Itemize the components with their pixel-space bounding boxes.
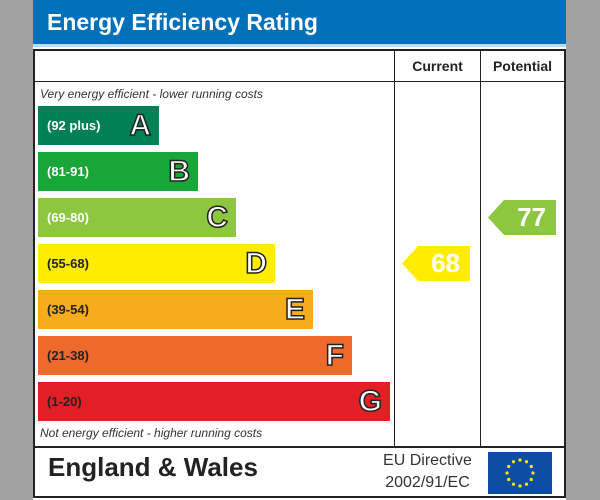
band-range: (21-38) [47, 348, 89, 363]
top-note: Very energy efficient - lower running co… [40, 87, 263, 101]
band-letter: D [245, 246, 268, 281]
eu-star [529, 464, 533, 469]
bottom-note: Not energy efficient - higher running co… [40, 426, 263, 440]
border-left [33, 49, 35, 498]
current-rating-value: 68 [431, 248, 460, 278]
band-range: (81-91) [47, 164, 89, 179]
band-letter: G [358, 384, 383, 419]
eu-star [524, 460, 529, 464]
border-bottom [33, 496, 566, 498]
eu-star [518, 484, 522, 488]
eu-star [511, 482, 516, 486]
eu-star [507, 464, 511, 469]
potential-rating-value: 77 [517, 202, 546, 232]
eu-star [529, 477, 533, 482]
band-range: (1-20) [47, 394, 82, 409]
eu-star [518, 458, 522, 462]
band-letter: F [325, 338, 345, 373]
eu-directive-number: 2002/91/EC [385, 474, 470, 491]
band-B: (81-91) B [38, 152, 198, 191]
eu-flag-icon [488, 452, 552, 494]
eu-star [505, 471, 509, 475]
eu-star [524, 482, 529, 486]
band-range: (92 plus) [47, 118, 101, 133]
header-current: Current [412, 58, 463, 74]
eu-star [507, 477, 511, 482]
band-range: (55-68) [47, 256, 89, 271]
footer-divider [33, 446, 566, 448]
band-letter: C [206, 200, 229, 235]
column-divider-potential [480, 49, 481, 447]
band-A: (92 plus) A [38, 106, 159, 145]
border-right [564, 49, 566, 498]
band-letter: B [168, 154, 191, 189]
band-range: (69-80) [47, 210, 89, 225]
potential-rating-arrow: 77 [488, 200, 556, 235]
current-rating-arrow: 68 [402, 246, 470, 281]
band-E: (39-54) E [38, 290, 313, 329]
band-D: (55-68) D [38, 244, 275, 283]
band-letter: A [129, 108, 152, 143]
header-potential: Potential [492, 58, 553, 74]
eu-directive-label: EU Directive [383, 452, 472, 469]
eu-star [511, 460, 516, 464]
header-divider [33, 81, 566, 82]
band-C: (69-80) C [38, 198, 236, 237]
band-range: (39-54) [47, 302, 89, 317]
band-F: (21-38) F [38, 336, 352, 375]
region-label: England & Wales [48, 452, 258, 482]
border-top [33, 49, 566, 51]
band-letter: E [284, 292, 306, 327]
band-G: (1-20) G [38, 382, 390, 421]
title-underline [33, 44, 566, 47]
eu-star [531, 471, 535, 475]
column-divider-current [394, 49, 395, 447]
chart-title: Energy Efficiency Rating [33, 0, 566, 44]
